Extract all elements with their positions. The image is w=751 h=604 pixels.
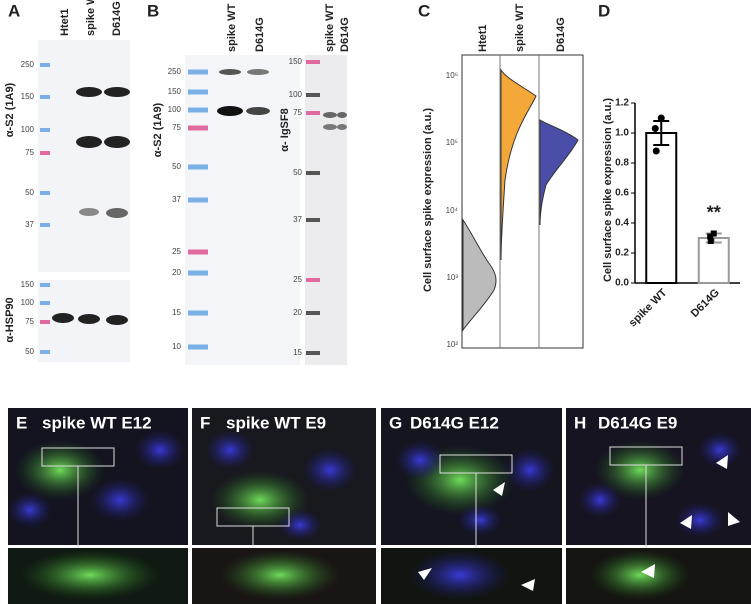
data-point [707,233,714,240]
lane-label: D614G [339,17,351,52]
panel-label: E [16,413,27,432]
marker: 37 [172,195,181,204]
bands [217,69,347,130]
marker: 250 [21,60,35,69]
data-point [652,147,660,155]
panel-label: C [418,1,430,20]
panel-label: B [147,1,159,20]
marker: 50 [25,347,34,356]
marker: 75 [172,123,181,132]
marker: 50 [25,188,34,197]
data-point [651,125,659,132]
marker: 20 [172,268,181,277]
antibody: α-S2 (1A9) [4,82,16,137]
lane-label: spike WT [324,3,336,52]
lane-label: spike WT [226,3,238,52]
lane-label: spike WT [85,0,97,36]
marker: 75 [25,148,34,157]
y-tick-label: 0.8 [615,158,629,169]
panel-label: A [8,1,20,20]
lane-label: Htet1 [477,24,489,52]
y-tick-label: 1.2 [615,98,629,109]
histogram [500,68,537,261]
antibody: α-S2 (1A9) [152,102,164,157]
tick-label: 10⁴ [446,206,459,215]
marker: 100 [21,298,35,307]
axis-label: Cell surface spike expression (a.u.) [422,108,434,292]
marker: 50 [293,168,302,177]
marker: 100 [289,90,303,99]
tick-label: 10⁵ [446,138,458,147]
y-tick-label: 0.6 [615,188,629,199]
blot [38,40,130,272]
marker: 75 [25,317,34,326]
marker: 150 [21,280,35,289]
marker: 150 [168,87,182,96]
x-tick-label: spike WT [627,287,670,330]
micrographs [8,408,751,604]
significance: ** [707,202,721,222]
lane-label: D614G [555,17,567,52]
marker: 150 [289,57,303,66]
lane-label: Htet1 [59,8,71,36]
ladder [40,63,50,354]
marker: 37 [293,215,302,224]
panel-title: D614G E9 [598,413,677,432]
histogram [462,218,497,332]
data-point [707,238,714,244]
tick-label: 10³ [446,273,458,282]
marker: 15 [293,348,302,357]
panel-title: spike WT E9 [226,413,326,432]
ladder [306,60,320,355]
histogram [539,119,579,226]
panel-title: spike WT E12 [42,413,152,432]
y-tick-label: 1.0 [615,128,629,139]
panel-label: D [598,1,610,20]
marker: 250 [168,67,182,76]
marker: 100 [168,105,182,114]
marker: 15 [172,308,181,317]
marker: 150 [21,92,35,101]
bar [697,237,730,284]
marker: 50 [172,162,181,171]
bands [52,87,130,325]
lane-label: spike WT [514,3,526,52]
y-tick-label: 0.0 [615,278,629,289]
blot [305,55,347,365]
y-tick-label: 0.2 [615,248,629,259]
marker: 10 [172,342,181,351]
marker: 75 [293,108,302,117]
axis-label: Cell surface spike expression (a.u.) [602,98,614,282]
panel-label: F [200,413,210,432]
bar [645,132,678,284]
y-tick-label: 0.4 [615,218,629,229]
marker: 25 [293,275,302,284]
marker: 37 [25,220,34,229]
lane-label: D614G [111,1,123,36]
blot [185,55,300,365]
lane-label: D614G [254,17,266,52]
panel-label: H [574,413,586,432]
marker: 20 [293,308,302,317]
antibody: α-HSP90 [4,297,16,342]
marker: 100 [21,125,35,134]
tick-label: 10⁶ [446,71,458,80]
tick-label: 10² [446,340,458,349]
ladder [188,69,208,350]
data-point [657,114,665,122]
panel-label: G [389,413,402,432]
marker: 25 [172,247,181,256]
antibody: α- IgSF8 [279,108,291,151]
panel-title: D614G E12 [410,413,499,432]
x-tick-label: D614G [689,287,722,320]
data-point [710,230,717,237]
